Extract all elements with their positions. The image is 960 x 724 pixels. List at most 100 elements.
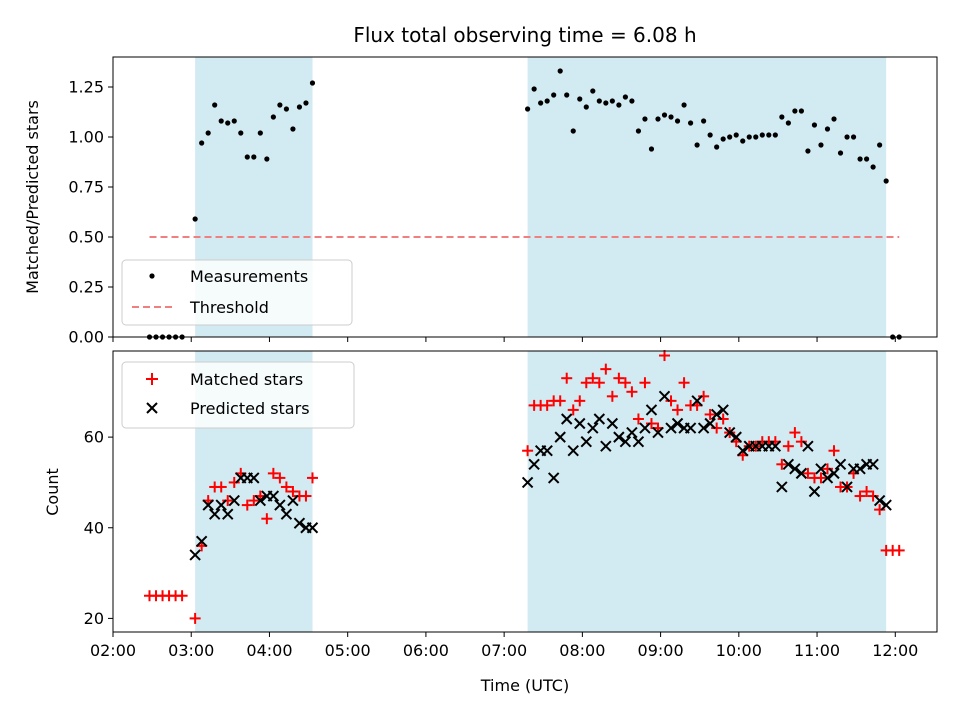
measurement-point [264,156,270,162]
measurement-point [668,114,674,120]
measurement-point [727,134,733,140]
predicted-star-point [254,494,267,507]
predicted-star-point [834,458,847,471]
predicted-star-point [613,431,625,443]
measurement-point [733,132,739,138]
measurement-point [622,94,628,100]
predicted-star-point [287,494,299,507]
predicted-x-b [841,481,853,493]
measurement-point [538,100,544,106]
measurement-point [557,68,563,74]
top-y-tick-label: 1.00 [68,128,104,147]
predicted-x-b [645,404,658,416]
predicted-x-b [737,445,749,457]
measurement-point [707,132,713,138]
predicted-x-b [632,435,645,448]
predicted-star-point [593,413,606,425]
predicted-star-point [528,458,540,471]
predicted-x-b [795,467,808,480]
matched-star-point [574,395,586,407]
predicted-x-b [815,463,827,475]
bottom-y-tick-label: 20 [84,609,104,628]
legend-matched-label: Matched stars [190,370,303,389]
predicted-x-b [580,435,592,448]
measurement-point [720,136,726,142]
predicted-star-point [841,481,853,493]
predicted-x-b [782,458,795,471]
matched-star-point [704,408,716,420]
matched-star-point [639,377,651,389]
predicted-x-b [195,535,208,548]
measurement-point [661,112,668,118]
predicted-x-b [222,508,234,520]
predicted-x-b [684,422,697,434]
matched-star-point [215,481,227,493]
bottom-y-tick-label: 40 [84,518,104,537]
measurement-point [635,128,642,134]
predicted-x-b [789,463,801,475]
measurement-point [863,156,870,162]
predicted-x-b [528,458,540,471]
predicted-star-point [789,463,801,475]
measurement-point [218,118,224,124]
top-shaded-interval-2 [527,57,887,337]
measurement-point [303,100,309,106]
predicted-star-point [306,522,319,534]
measurement-point [779,114,785,120]
x-tick-label: 05:00 [325,641,371,660]
measurement-points [146,68,902,340]
predicted-star-point [521,476,534,489]
matched-star-point [861,486,873,497]
measurement-point [785,120,791,126]
matched-star-point [561,372,573,384]
predicted-star-point [189,549,201,561]
measurement-point [577,96,583,102]
predicted-x-b [802,440,814,452]
predicted-star-point [723,426,736,439]
measurement-point [746,134,752,140]
measurement-point [687,120,694,126]
bottom-legend-box [121,361,355,429]
legend-matched-marker [146,373,158,385]
matched-star-point [626,386,638,398]
measurement-point [740,138,746,144]
measurement-point [570,128,576,134]
predicted-x-b [567,445,579,457]
measurement-point [238,130,244,136]
top-y-tick-label: 0.50 [68,228,104,247]
predicted-star-point [645,404,658,416]
measurement-point [831,116,837,122]
matched-star-point [222,495,234,507]
matched-star-point [580,377,592,389]
matched-star-point [274,472,286,484]
predicted-x-b [521,476,534,489]
matched-star-point [782,440,794,452]
measurement-point [583,104,589,110]
measurement-point [205,130,211,136]
matched-star-point [261,513,273,525]
measurement-point [596,98,602,104]
bottom-y-ticks: 20 40 60 [84,428,113,628]
matched-star-point [789,427,801,439]
matched-star-point [815,472,827,484]
measurement-point [759,132,765,138]
predicted-star-point [652,426,664,439]
measurement-point [714,144,720,150]
measurement-point [629,98,635,104]
matched-star-point [267,467,279,479]
measurement-point [857,156,863,162]
predicted-x-b [202,499,214,511]
matched-star-point [867,490,879,502]
matched-star-point [541,399,553,411]
predicted-star-point [665,422,677,434]
predicted-x-b [248,472,260,484]
predicted-x-b [547,472,560,484]
predicted-x-b [880,499,892,511]
measurement-point [805,148,811,154]
predicted-star-point [606,417,619,430]
predicted-star-point [867,458,879,471]
matched-star-point [776,458,788,470]
predicted-x-b [267,490,280,502]
x-tick-label: 03:00 [168,641,214,660]
predicted-x-b [541,445,553,457]
